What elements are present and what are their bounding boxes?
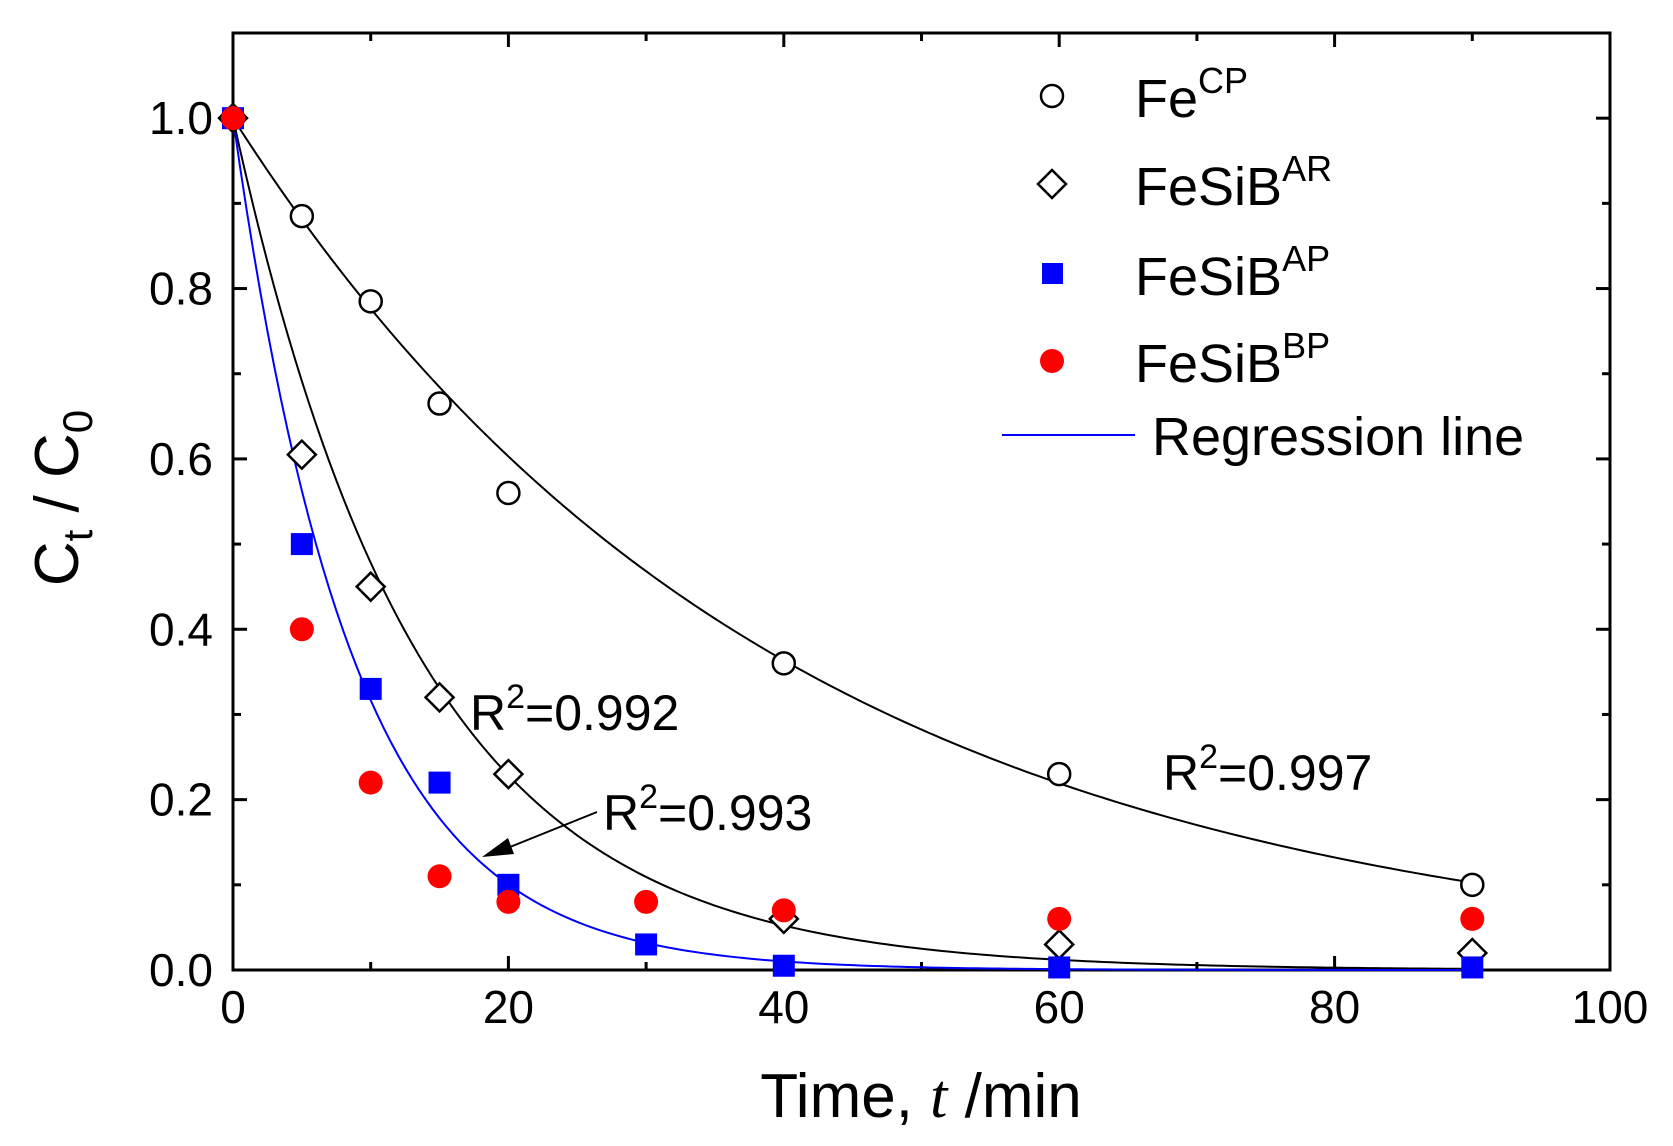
annotation-r2-fesib-ar-sup: 2 — [506, 678, 525, 716]
data-point-fesib-bp — [289, 617, 314, 642]
data-point-fesib-ap — [428, 771, 451, 794]
y-axis-title-sub2: 0 — [54, 410, 101, 433]
legend-label-fesib-ar-sup: AR — [1282, 148, 1332, 189]
legend-label-fesib-ar: FeSiBAR — [1135, 148, 1332, 217]
data-point-fesib-bp — [496, 889, 521, 914]
data-point-fe-cp — [496, 480, 521, 506]
y-axis-title: Ct / C0 — [23, 410, 101, 586]
x-tick-label: 80 — [1309, 981, 1360, 1033]
x-tick-label: 0 — [220, 981, 246, 1033]
data-point-fesib-ap — [359, 677, 382, 700]
annotation-arrow — [482, 811, 598, 857]
y-tick-label: 0.6 — [149, 433, 213, 485]
data-point-fesib-bp — [221, 106, 245, 131]
data-point-fesib-ar — [423, 681, 456, 714]
legend-label-fecp: FeCP — [1135, 60, 1248, 129]
data-point-fesib-bp — [1460, 906, 1485, 931]
x-tick-label: 100 — [1572, 981, 1649, 1033]
data-point-fesib-bp — [427, 864, 452, 889]
legend-label-fesib-ap: FeSiBAP — [1135, 238, 1330, 307]
x-axis-title: Time, t /min — [760, 1062, 1082, 1131]
data-point-fesib-ar — [492, 758, 525, 790]
annotation-arrow-shaft — [509, 811, 598, 848]
plot-frame — [231, 31, 1612, 972]
annotation-r2-fecp-value: =0.997 — [1218, 745, 1372, 801]
data-point-fesib-ap — [290, 533, 313, 556]
legend-label-fesib-bp-name: FeSiB — [1135, 334, 1282, 394]
legend-label-fesib-ap-name: FeSiB — [1135, 247, 1282, 307]
data-point-fesib-ap — [1048, 956, 1071, 979]
axis-ticks: 0 20 40 60 80 100 0.0 0.2 0.4 0.6 0.8 1.0 — [149, 31, 1649, 1033]
y-axis-title-mid: / C — [23, 433, 92, 529]
data-point-fesib-ap — [497, 873, 520, 896]
y-axis-title-main: C — [23, 541, 92, 586]
legend-label-fesib-bp-sup: BP — [1282, 325, 1330, 366]
data-points — [217, 102, 1489, 979]
y-axis-title-sub1: t — [54, 529, 101, 541]
legend-label-fecp-name: Fe — [1135, 69, 1198, 129]
y-tick-label: 0.4 — [149, 603, 213, 655]
regression-curve-fesibap — [232, 118, 1473, 971]
data-point-fesib-ap — [1461, 956, 1484, 979]
x-tick-label: 20 — [483, 981, 534, 1033]
x-axis-title-italic: t — [930, 1063, 949, 1131]
data-point-fe-cp — [358, 289, 383, 314]
data-point-fe-cp — [427, 391, 452, 416]
annotation-r2-fecp-sup: 2 — [1199, 738, 1218, 776]
legend-marker-fesib-ar — [1036, 168, 1068, 200]
regression-curve-fecp — [232, 117, 1473, 884]
annotation-r2-fesib-ap-value: =0.993 — [658, 785, 812, 841]
data-point-fesib-ar — [354, 570, 387, 603]
data-point-fesib-ap — [635, 933, 658, 956]
legend-marker-fesib-bp — [1040, 349, 1064, 373]
data-point-fe-cp — [1460, 872, 1485, 898]
data-point-fesib-bp — [1047, 906, 1072, 931]
annotation-r2-fesib-ar-label: R — [470, 685, 506, 741]
annotation-r2-fesib-ar-value: =0.992 — [525, 685, 679, 741]
legend-label-fesib-ar-name: FeSiB — [1135, 157, 1282, 217]
legend-label-fesib-bp: FeSiBBP — [1135, 325, 1330, 394]
x-tick-label: 60 — [1034, 981, 1085, 1033]
data-point-fesib-bp — [358, 770, 383, 795]
data-point-fe-cp — [1046, 761, 1072, 787]
legend-label-regression-line: Regression line — [1152, 407, 1524, 467]
y-tick-label: 0.2 — [149, 774, 213, 826]
x-axis-title-suffix: /min — [947, 1062, 1081, 1131]
legend: FeCP FeSiBAR FeSiBAP FeSiBBP Regression … — [1002, 60, 1524, 467]
legend-marker-fecp — [1039, 83, 1065, 109]
data-point-fe-cp — [289, 203, 315, 229]
data-point-fesib-bp — [634, 889, 659, 914]
y-tick-label: 0.8 — [149, 263, 213, 315]
x-axis-title-prefix: Time, — [760, 1062, 930, 1131]
y-tick-label: 1.0 — [149, 92, 213, 144]
data-point-fesib-ar — [286, 438, 318, 471]
legend-label-fesib-ap-sup: AP — [1282, 238, 1330, 279]
data-point-fesib-ar — [1043, 928, 1075, 961]
data-point-fesib-bp — [771, 898, 796, 923]
annotation-arrow-head — [482, 838, 514, 857]
data-point-fe-cp — [771, 651, 797, 676]
legend-label-fecp-sup: CP — [1198, 60, 1248, 101]
annotation-r2-fesib-ap: R2=0.993 — [603, 778, 812, 841]
annotation-r2-fesib-ap-sup: 2 — [639, 778, 658, 816]
annotation-r2-fecp-label: R — [1163, 745, 1199, 801]
x-tick-label: 40 — [758, 981, 809, 1033]
legend-marker-fesib-ap — [1042, 263, 1063, 284]
annotation-r2-fesib-ar: R2=0.992 — [470, 678, 679, 741]
data-point-fesib-ap — [772, 954, 795, 977]
annotation-r2-fecp: R2=0.997 — [1163, 738, 1372, 801]
y-tick-label: 0.0 — [149, 944, 213, 996]
annotation-r2-fesib-ap-label: R — [603, 785, 639, 841]
